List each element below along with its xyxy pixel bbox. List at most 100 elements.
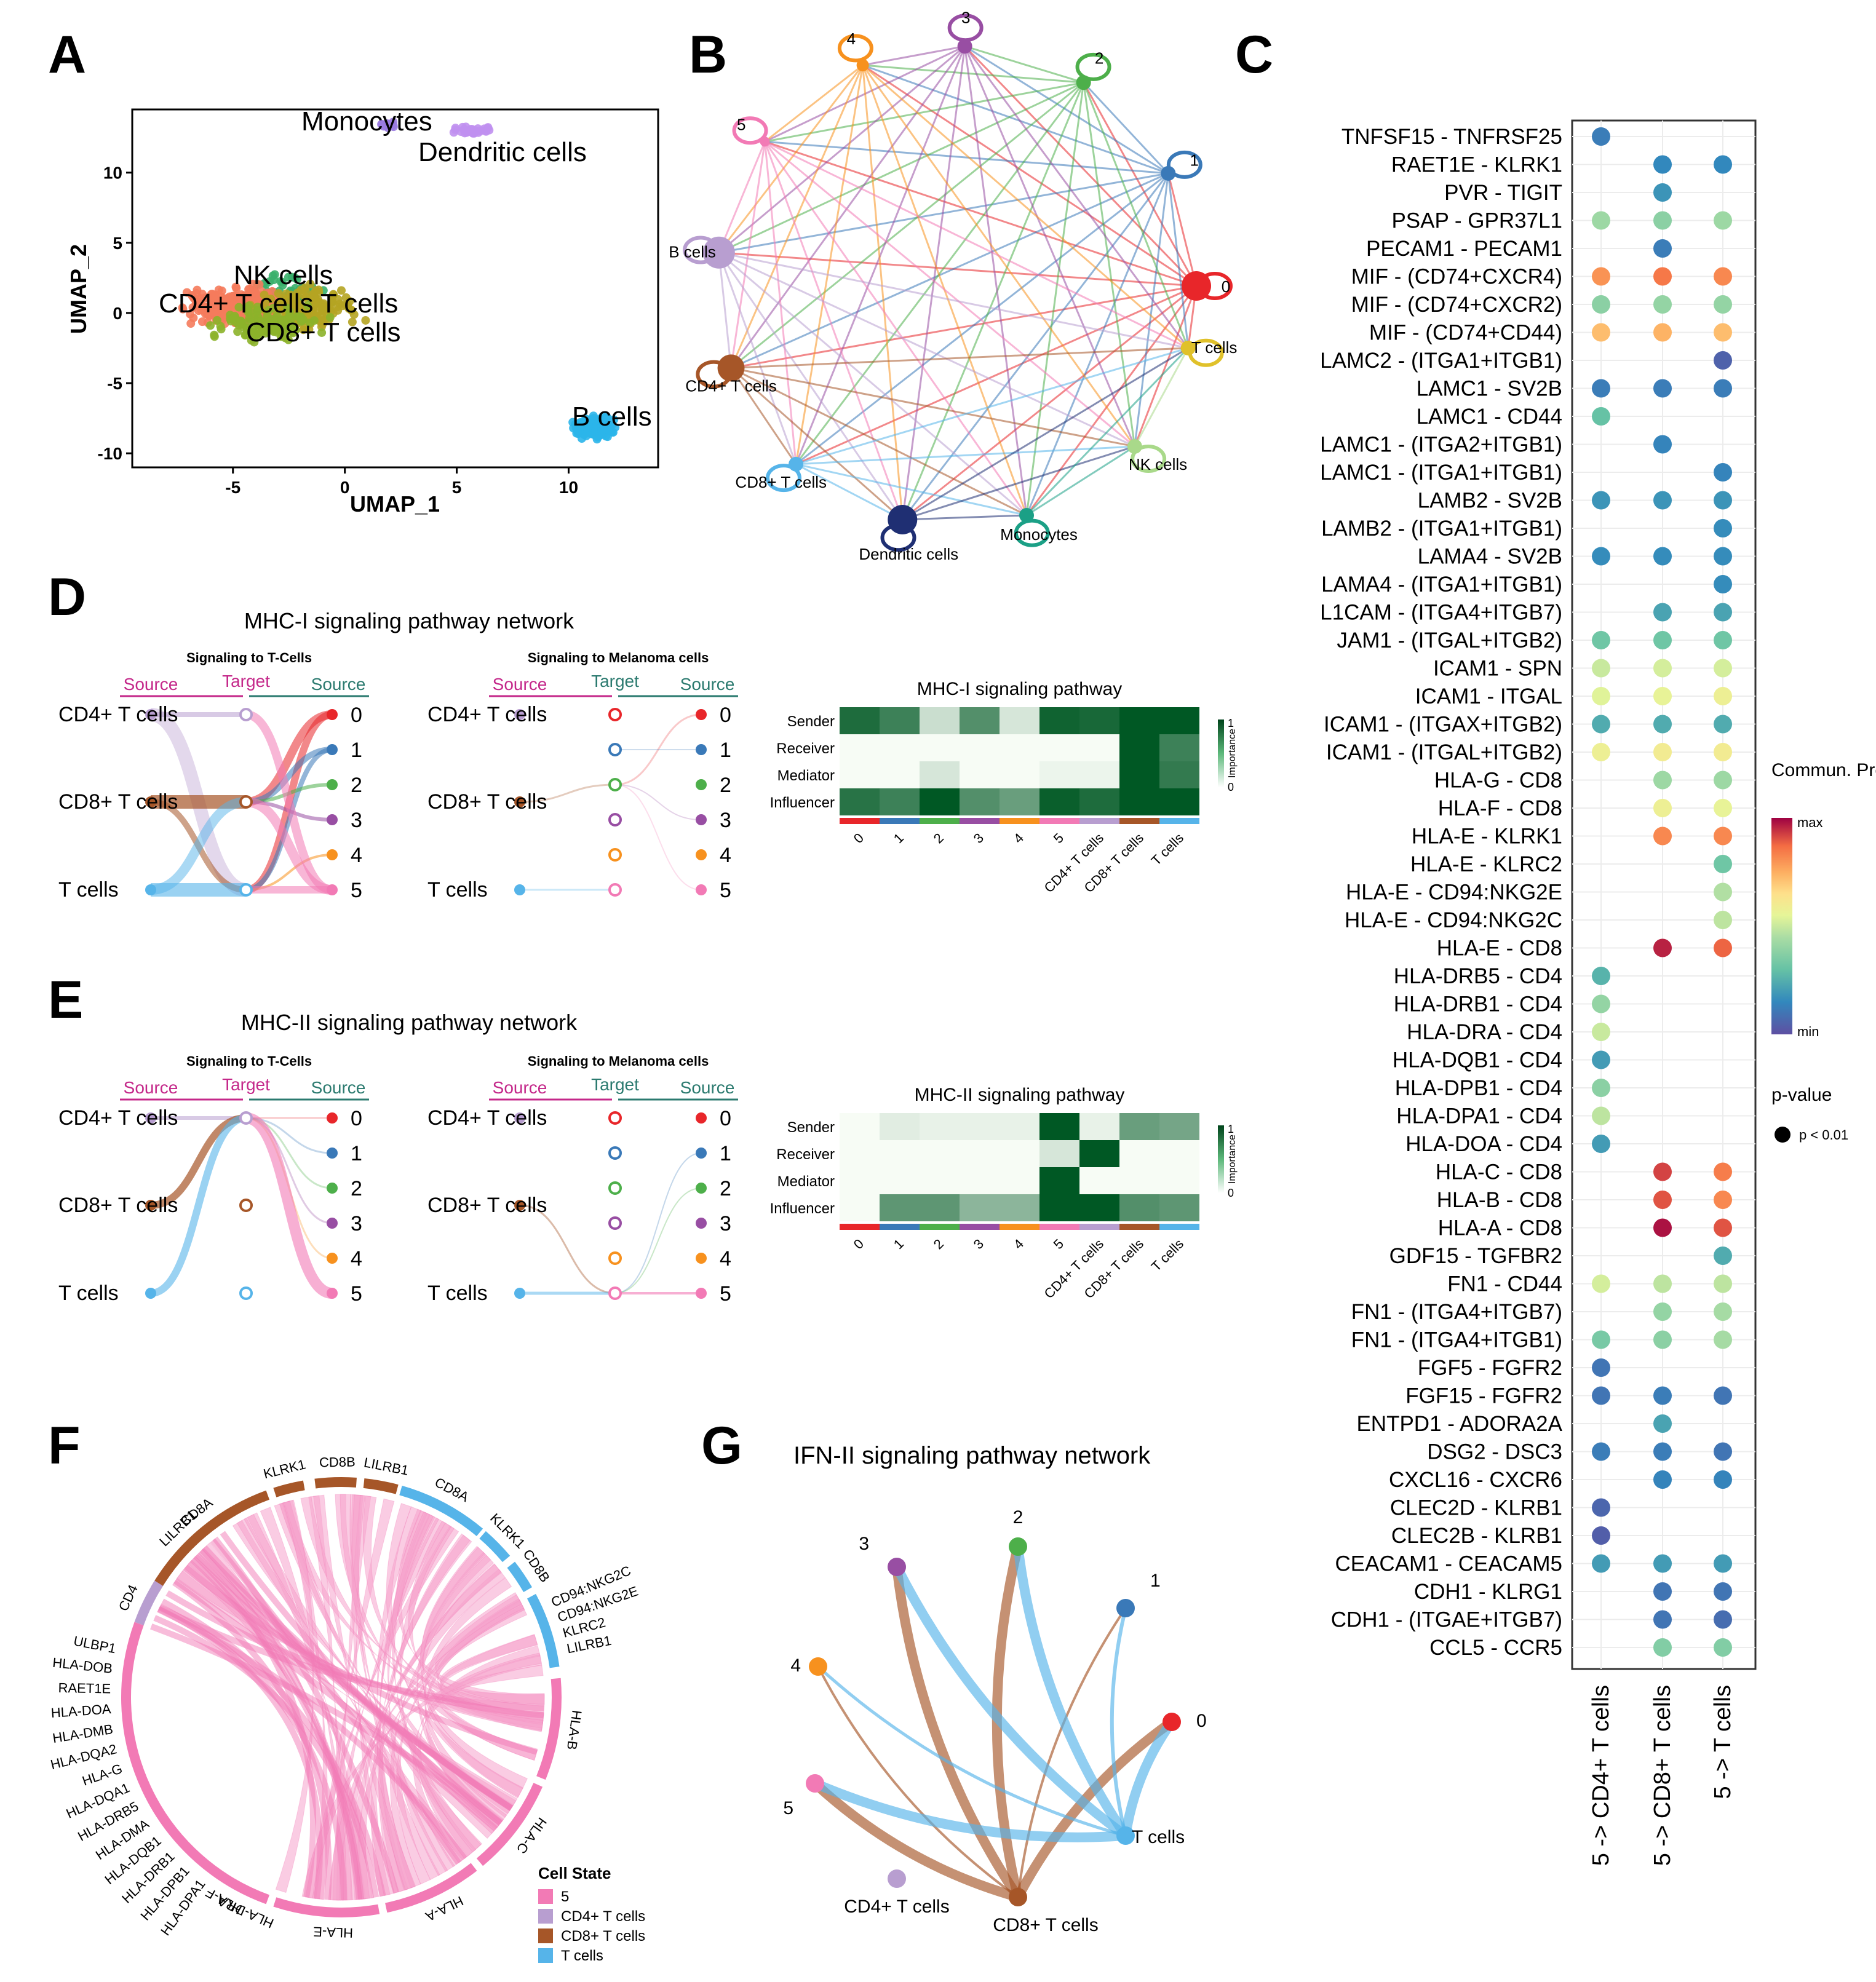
dotplot-row-label: HLA-E - CD94:NKG2C (1345, 908, 1562, 932)
network-b-selfloop (1014, 518, 1050, 547)
hierarchy-edge (245, 1112, 333, 1299)
hierarchy-edge (614, 1187, 702, 1294)
ifn-node-label: CD4+ T cells (844, 1897, 949, 1917)
heatmap-column-color (840, 818, 880, 824)
dotplot-dot (1714, 603, 1732, 622)
network-b-node-label: 2 (1095, 49, 1103, 68)
network-b-edge (718, 252, 1028, 517)
dotplot-dot (1653, 239, 1672, 258)
heatmap-column-color (1119, 818, 1159, 824)
heatmap-cell (1159, 1167, 1199, 1194)
dotplot-dot (1714, 1162, 1732, 1181)
network-b-edge (718, 172, 1169, 254)
heatmap-cell (1079, 788, 1119, 815)
dotplot-pvalue-label: p < 0.01 (1799, 1127, 1848, 1143)
mhc1-heatmap: MHC-I signaling pathway Sender Receiver Med… (770, 679, 1238, 895)
network-b-edge (902, 445, 1135, 521)
heatmap-column-color (960, 818, 1000, 824)
dotplot-row-label: HLA-DRA - CD4 (1407, 1020, 1562, 1044)
chord-ribbon (419, 1547, 528, 1789)
chord-arc (527, 1593, 560, 1668)
hierarchy-subtitle: Signaling to Melanoma cells (528, 1053, 709, 1069)
heatmap-column-label: 5 (1051, 1236, 1067, 1252)
dotplot-row-label: HLA-E - CD8 (1437, 937, 1562, 961)
heatmap-cell (840, 761, 880, 788)
network-b-edge (765, 81, 1084, 143)
hierarchy-left-node (145, 1288, 156, 1299)
umap-point (343, 300, 352, 309)
dotplot-dot (1592, 1079, 1610, 1097)
network-b-edge (718, 65, 864, 253)
heatmap-cell (1039, 788, 1079, 815)
dotplot-dot (1653, 1442, 1672, 1461)
network-b-edge (1134, 347, 1190, 447)
ifn-node-label: 3 (859, 1534, 869, 1554)
network-b-node (1019, 507, 1035, 523)
network-b-edge (902, 285, 1197, 521)
dotplot-row-label: CLEC2B - KLRB1 (1391, 1524, 1562, 1548)
dotplot-dot (1714, 295, 1732, 314)
dotplot-row-label: HLA-DQB1 - CD4 (1393, 1048, 1562, 1072)
hierarchy-target-header: Target (222, 672, 270, 691)
hierarchy-left-label: T cells (58, 878, 119, 902)
dotplot-dot (1592, 491, 1610, 510)
dotplot-dot (1592, 211, 1610, 230)
network-b-edge (795, 445, 1135, 466)
heatmap-cell (840, 1113, 880, 1140)
hierarchy-left-label: CD4+ T cells (58, 1106, 178, 1130)
dotplot-row-label: HLA-E - KLRC2 (1410, 852, 1562, 876)
dotplot-dot (1653, 743, 1672, 761)
dotplot-dot (1592, 659, 1610, 678)
ifn-node-label: 0 (1196, 1711, 1207, 1731)
umap-point (260, 299, 269, 308)
dotplot-dot (1653, 323, 1672, 342)
hierarchy-left-node (514, 1288, 525, 1299)
dotplot-row-label: HLA-G - CD8 (1434, 769, 1562, 793)
umap-point (231, 282, 240, 291)
heatmap-title: MHC-I signaling pathway (917, 679, 1122, 699)
dotplot-row-label: PVR - TIGIT (1444, 181, 1562, 205)
hierarchy-right-node (696, 814, 707, 825)
ifn-edge (892, 1566, 1022, 1900)
ifn-edge (1017, 1607, 1127, 1898)
chord-arc (476, 1783, 543, 1866)
umap-ticks: -5 0 5 10 -10 -5 0 5 10 (98, 164, 579, 497)
dotplot-dot (1653, 631, 1672, 649)
heatmap-cell (1000, 707, 1039, 734)
ifn-edge (1121, 1719, 1176, 1837)
heatmap-column-label: 5 (1051, 830, 1067, 846)
heatmap-cell (960, 1167, 1000, 1194)
network-b-edge (1167, 173, 1190, 349)
dotplot-dot (1653, 1554, 1672, 1573)
umap-point (482, 127, 491, 136)
chord-legend-label: CD4+ T cells (561, 1908, 645, 1925)
chord-ribbon (421, 1555, 524, 1798)
hierarchy-right-node (327, 849, 338, 860)
dotplot-dot (1653, 295, 1672, 314)
network-b-node (856, 59, 869, 72)
hierarchy-edge (614, 713, 702, 786)
dotplot-row-label: ICAM1 - (ITGAX+ITGB2) (1324, 713, 1562, 737)
chord-ribbon (275, 1499, 314, 1893)
umap-point (349, 310, 359, 319)
umap-point (589, 413, 598, 422)
umap-point (610, 415, 619, 424)
dotplot-dot (1653, 435, 1672, 454)
dotplot-row-label: JAM1 - (ITGAL+ITGB2) (1337, 628, 1562, 652)
network-b-edge (764, 64, 864, 143)
ifn-node-label: 5 (783, 1798, 793, 1818)
dotplot-row-label: HLA-DPB1 - CD4 (1395, 1076, 1562, 1100)
dotplot-column-label: 5 -> T cells (1710, 1685, 1736, 1799)
umap-point (210, 290, 219, 299)
dotplot-dot (1592, 687, 1610, 705)
umap-label-monocytes: Monocytes (301, 106, 432, 137)
heatmap-column-label: 4 (1011, 1236, 1027, 1252)
dotplot-legend-max: max (1797, 815, 1823, 830)
dotplot-dot (1653, 659, 1672, 678)
dotplot-dot (1714, 519, 1732, 537)
umap-point (230, 312, 239, 321)
heatmap-cell (1119, 1113, 1159, 1140)
ifn-node-label: 1 (1150, 1571, 1161, 1591)
heatmap-cell (1119, 1194, 1159, 1221)
hierarchy-source-header: Source (311, 675, 366, 694)
